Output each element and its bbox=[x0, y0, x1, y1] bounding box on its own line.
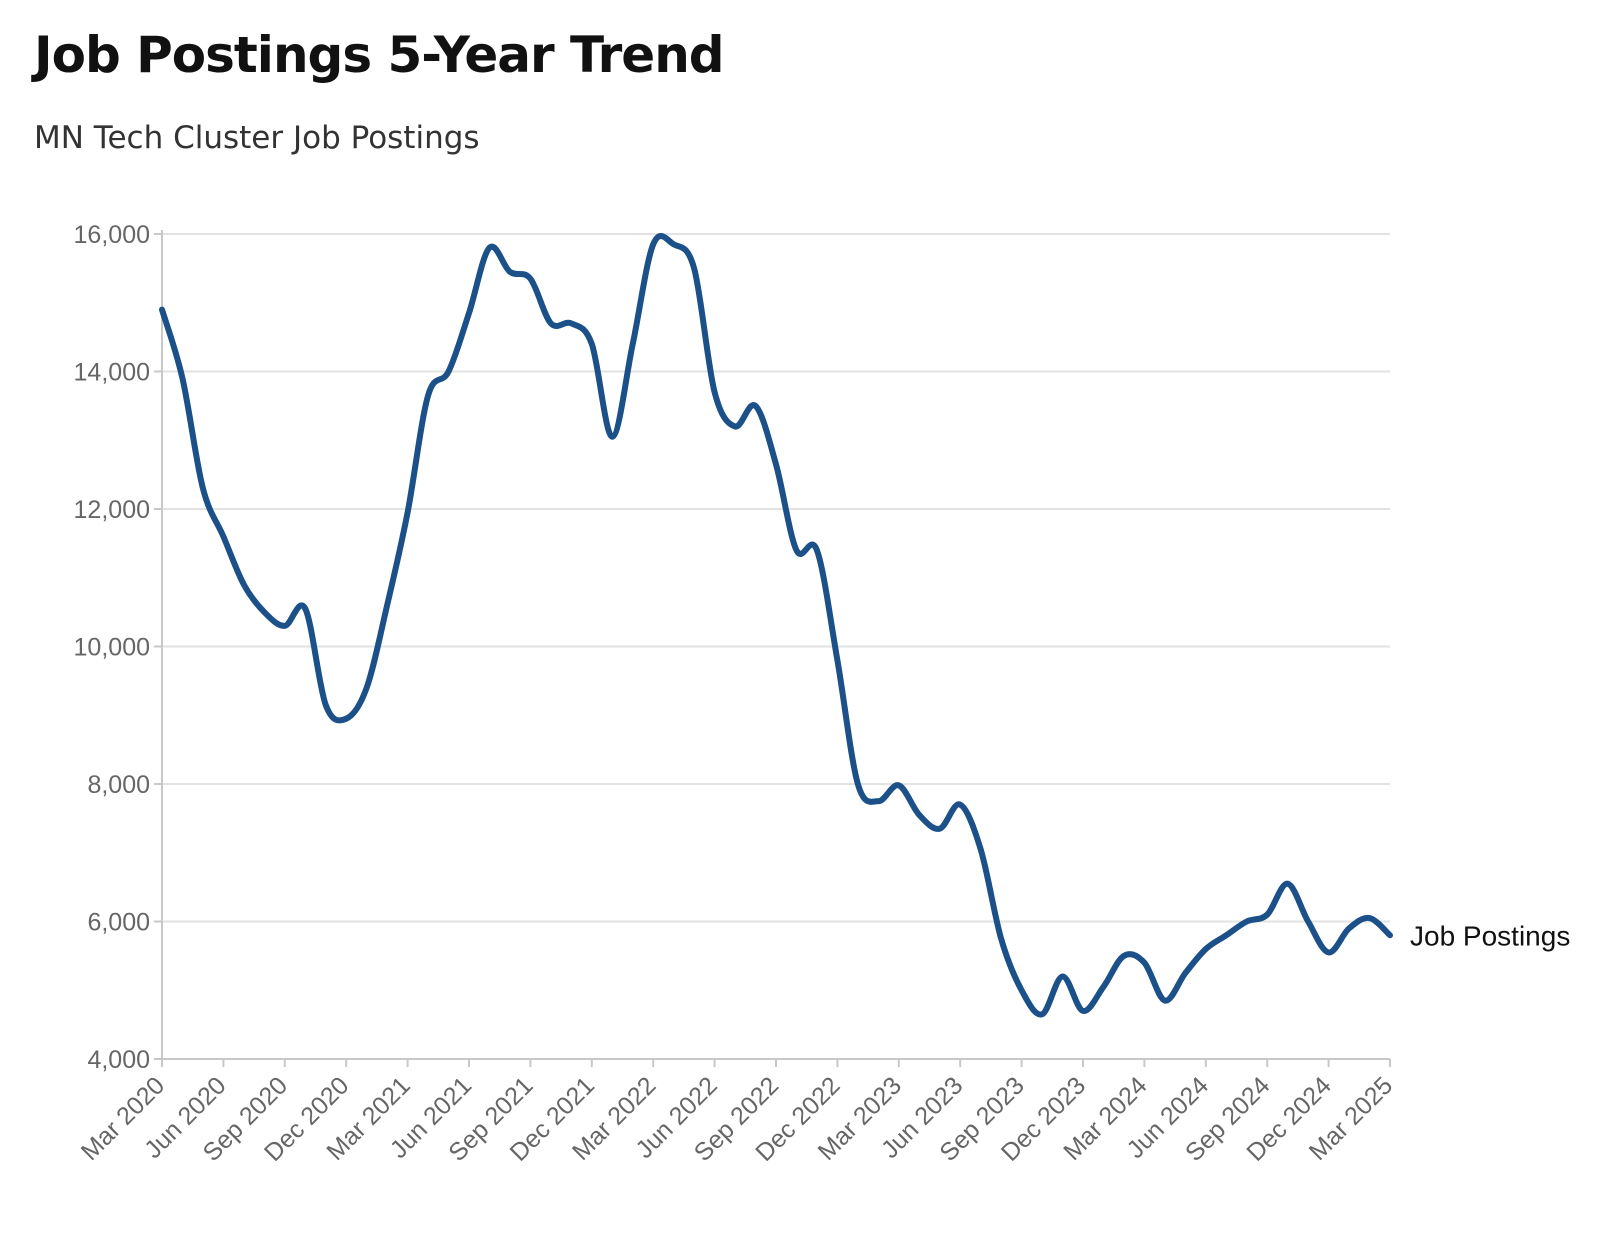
data-point bbox=[1264, 912, 1270, 918]
series-label: Job Postings bbox=[1410, 920, 1570, 951]
series-line-job-postings bbox=[159, 233, 1393, 1018]
data-point bbox=[159, 307, 165, 313]
y-axis-ticks: 4,000 6,000 8,000 10,000 12,000 14,000 16,000 bbox=[74, 221, 162, 1074]
data-point bbox=[405, 509, 411, 515]
data-point bbox=[671, 241, 677, 247]
data-point bbox=[446, 369, 452, 375]
data-point bbox=[875, 798, 881, 804]
data-point bbox=[527, 276, 533, 282]
data-point bbox=[1141, 960, 1147, 966]
data-point bbox=[937, 826, 943, 832]
data-point bbox=[1080, 1008, 1086, 1014]
data-point bbox=[568, 320, 574, 326]
data-point bbox=[425, 393, 431, 399]
y-tick-label: 6,000 bbox=[87, 909, 150, 937]
series-layer: Job Postings bbox=[159, 233, 1570, 1018]
data-point bbox=[1060, 974, 1066, 980]
data-point bbox=[1305, 919, 1311, 925]
data-point bbox=[896, 782, 902, 788]
data-point bbox=[507, 269, 513, 275]
y-tick-label: 10,000 bbox=[74, 634, 150, 662]
data-point bbox=[1346, 925, 1352, 931]
chart-subtitle: MN Tech Cluster Job Postings bbox=[34, 120, 480, 156]
data-point bbox=[753, 403, 759, 409]
data-point bbox=[200, 485, 206, 491]
data-point bbox=[1203, 946, 1209, 952]
y-tick-label: 8,000 bbox=[87, 771, 150, 799]
chart-title: Job Postings 5-Year Trend bbox=[34, 26, 725, 84]
data-point bbox=[834, 657, 840, 663]
data-point bbox=[1039, 1011, 1045, 1017]
data-point bbox=[650, 241, 656, 247]
data-point bbox=[1182, 970, 1188, 976]
data-point bbox=[1223, 932, 1229, 938]
data-point bbox=[220, 534, 226, 540]
y-tick-label: 14,000 bbox=[74, 359, 150, 387]
data-point bbox=[773, 461, 779, 467]
axes bbox=[161, 230, 1390, 1067]
data-point bbox=[302, 606, 308, 612]
data-point bbox=[916, 812, 922, 818]
data-point bbox=[957, 802, 963, 808]
data-point bbox=[1326, 949, 1332, 955]
data-point bbox=[261, 609, 267, 615]
y-tick-label: 12,000 bbox=[74, 496, 150, 524]
data-point bbox=[1367, 915, 1373, 921]
y-tick-label: 16,000 bbox=[74, 221, 150, 249]
data-point bbox=[1019, 987, 1025, 993]
data-point bbox=[630, 341, 636, 347]
data-point bbox=[855, 781, 861, 787]
data-point bbox=[384, 602, 390, 608]
gridlines bbox=[162, 233, 1390, 923]
data-point bbox=[323, 702, 329, 708]
data-point bbox=[609, 434, 615, 440]
data-point bbox=[814, 547, 820, 553]
data-point bbox=[1244, 919, 1250, 925]
data-point bbox=[466, 310, 472, 316]
data-point bbox=[179, 375, 185, 381]
data-point bbox=[364, 685, 370, 691]
y-tick-label: 4,000 bbox=[87, 1046, 150, 1074]
data-point bbox=[978, 846, 984, 852]
data-point bbox=[1100, 984, 1106, 990]
data-point bbox=[1285, 881, 1291, 887]
data-point bbox=[343, 716, 349, 722]
data-point bbox=[1162, 998, 1168, 1004]
data-point bbox=[1121, 953, 1127, 959]
data-point bbox=[712, 389, 718, 395]
data-point bbox=[732, 424, 738, 430]
data-point bbox=[241, 582, 247, 588]
data-point bbox=[282, 623, 288, 629]
data-point bbox=[548, 320, 554, 326]
data-point bbox=[486, 245, 492, 251]
data-point bbox=[1387, 932, 1393, 938]
data-point bbox=[589, 341, 595, 347]
data-point bbox=[691, 265, 697, 271]
data-point bbox=[998, 936, 1004, 942]
data-point bbox=[793, 547, 799, 553]
